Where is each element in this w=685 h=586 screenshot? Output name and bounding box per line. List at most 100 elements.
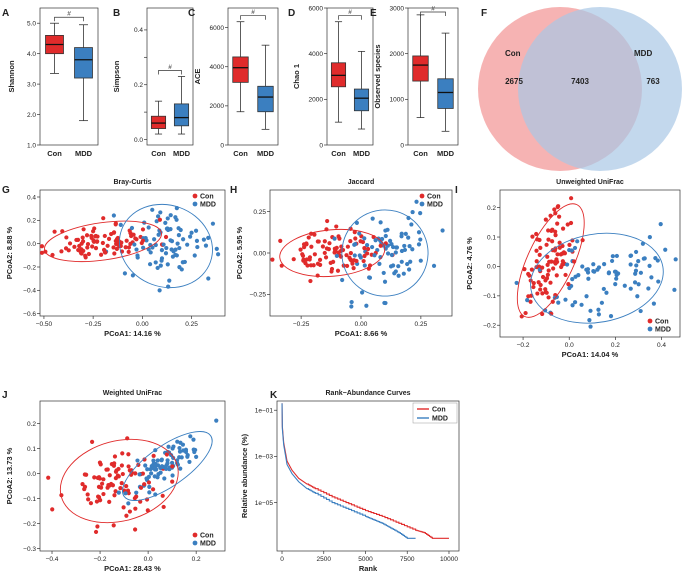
data-point-mdd: [214, 246, 219, 251]
data-point-con: [309, 244, 314, 249]
data-point-mdd: [646, 286, 651, 291]
data-point-con: [80, 482, 85, 487]
data-point-con: [82, 472, 87, 477]
panel-label-I: I: [455, 185, 458, 196]
legend-marker-con: [192, 532, 198, 538]
y-tick-label-H: 0.00: [253, 250, 266, 257]
data-point-con: [92, 475, 97, 480]
data-point-mdd: [357, 253, 362, 258]
data-point-mdd: [391, 263, 396, 268]
legend-marker-con: [419, 193, 425, 199]
data-point-mdd: [135, 458, 140, 463]
y-tick-label-I: 0.2: [487, 205, 496, 212]
data-point-mdd: [170, 473, 175, 478]
data-point-mdd: [407, 267, 412, 272]
data-point-con: [126, 464, 131, 469]
venn-set-label-mdd: MDD: [634, 49, 652, 58]
significance-bracket: [420, 11, 446, 16]
data-point-mdd: [610, 254, 615, 259]
data-point-mdd: [195, 244, 200, 250]
data-point-con: [315, 273, 320, 278]
data-point-mdd: [159, 464, 165, 469]
data-point-con: [316, 239, 321, 244]
box-con: [412, 55, 429, 82]
data-point-con: [322, 250, 327, 256]
confidence-ellipse-mdd: [530, 232, 664, 324]
data-point-con: [329, 266, 335, 272]
data-point-mdd: [382, 279, 388, 284]
venn-circle-mdd: [518, 7, 682, 171]
data-point-con: [115, 473, 120, 478]
legend-marker-con: [647, 318, 653, 324]
y-tick-label-G: 0.2: [27, 218, 36, 225]
data-point-mdd: [364, 242, 370, 248]
data-point-con: [315, 261, 321, 266]
data-point-mdd: [370, 216, 375, 221]
y-tick-label-G: −0.2: [23, 264, 36, 271]
venn-set-label-con: Con: [505, 49, 521, 58]
data-point-con: [107, 499, 112, 504]
venn-unique-mdd: 763: [646, 77, 660, 86]
data-point-mdd: [141, 245, 146, 250]
x-axis-label-I: PCoA1: 14.04 %: [562, 350, 619, 359]
data-point-con: [326, 247, 331, 252]
data-point-con: [306, 235, 311, 240]
data-point-con: [115, 235, 120, 241]
data-point-mdd: [367, 275, 373, 280]
data-point-con: [85, 492, 90, 497]
data-point-con: [334, 224, 339, 229]
data-point-mdd: [601, 286, 606, 292]
data-point-con: [543, 217, 548, 222]
data-point-mdd: [216, 252, 221, 257]
data-point-mdd: [156, 472, 161, 477]
data-point-con: [559, 264, 564, 270]
data-point-con: [93, 529, 99, 535]
data-point-mdd: [572, 245, 578, 251]
data-point-con: [157, 217, 163, 222]
data-point-mdd: [641, 256, 646, 261]
data-point-mdd: [633, 249, 639, 255]
data-point-mdd: [159, 258, 164, 263]
data-point-mdd: [170, 446, 175, 451]
data-point-mdd: [194, 238, 200, 243]
data-point-con: [52, 229, 57, 234]
data-point-con: [345, 244, 350, 249]
data-point-mdd: [556, 300, 561, 305]
data-point-con: [538, 245, 543, 250]
plot-frame-E: [407, 7, 459, 146]
data-point-mdd: [154, 219, 159, 224]
data-point-mdd: [585, 270, 591, 275]
data-point-mdd: [633, 268, 639, 273]
data-point-con: [164, 452, 169, 457]
data-point-mdd: [201, 237, 206, 242]
y-tick-label-I: 0.0: [487, 264, 496, 271]
data-point-con: [566, 281, 571, 287]
legend-label-mdd: MDD: [200, 541, 216, 548]
x-tick-label-K: 7500: [400, 556, 415, 563]
data-point-con: [337, 236, 342, 241]
data-point-mdd: [189, 230, 194, 235]
data-point-mdd: [360, 290, 365, 295]
y-tick-label-J: −0.1: [23, 496, 36, 503]
confidence-ellipse-con: [59, 438, 179, 524]
box-mdd: [257, 85, 274, 113]
data-point-con: [145, 508, 150, 513]
data-point-mdd: [410, 247, 415, 252]
data-point-con: [101, 216, 106, 221]
plot-frame-C: [227, 7, 279, 146]
confidence-ellipse-mdd: [118, 203, 213, 289]
x-tick-label-H: −0.25: [293, 321, 310, 328]
data-point-con: [67, 241, 73, 246]
box-mdd: [437, 78, 454, 109]
x-category-label: MDD: [173, 149, 191, 158]
y-tick-label-D: 0: [319, 142, 323, 149]
data-point-mdd: [570, 303, 575, 308]
data-point-con: [291, 257, 296, 262]
data-point-mdd: [165, 458, 170, 463]
data-point-mdd: [130, 273, 135, 278]
data-point-mdd: [616, 271, 621, 276]
box-plot-A: 1.0 2.0 3.0 4.0 5.0 Shannon A Con MDD #: [2, 7, 99, 158]
data-point-con: [347, 255, 352, 260]
data-point-mdd: [647, 263, 652, 268]
